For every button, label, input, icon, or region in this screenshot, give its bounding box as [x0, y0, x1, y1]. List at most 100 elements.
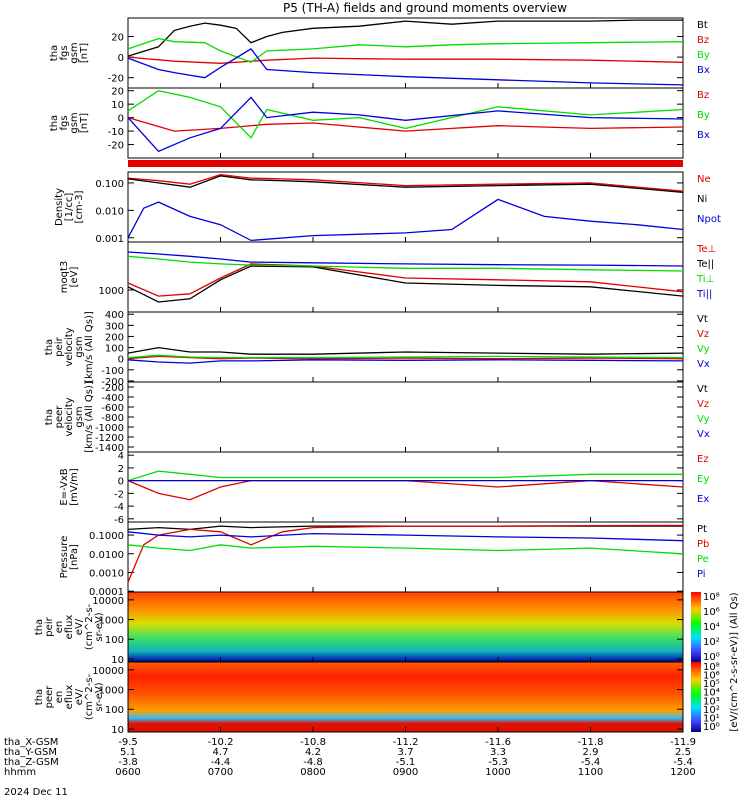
colorbar-tick-label: 10² — [703, 705, 720, 716]
y-axis-label-line: sr-eV) — [94, 682, 105, 711]
series-Ne — [127, 174, 684, 192]
series-Ti|| — [127, 251, 684, 267]
legend-Ey: Ey — [697, 474, 709, 485]
x-row-value: -5.4 — [581, 757, 601, 768]
x-row-value: -11.2 — [393, 737, 419, 748]
x-row-label: tha_X-GSM — [4, 737, 58, 748]
series-Npot — [127, 198, 684, 242]
colorbar-peir_eflux — [691, 592, 701, 662]
x-row-value: 3.3 — [490, 747, 506, 758]
x-row-value: -10.8 — [300, 737, 326, 748]
x-row-value: 1200 — [670, 767, 695, 778]
y-axis-label-line: [mV/m] — [69, 468, 80, 506]
legend-Pb: Pb — [697, 539, 709, 550]
x-row-value: 0900 — [393, 767, 418, 778]
colorbar-tick-label: 10⁴ — [703, 622, 720, 633]
y-axis-label-line: peer — [54, 405, 65, 429]
y-axis-label: thapeirvelocitygsm[km/s (All Qs)] — [44, 311, 95, 383]
y-axis-label-line: Density — [54, 188, 65, 226]
panel-fgs_gsm_detrended: 20 10 0 -10 -20 thafgsgsm[nT] Bz By Bx — [49, 87, 710, 159]
colorbar-tick-label: 10⁸ — [703, 592, 720, 603]
y-tick-label: 300 — [105, 321, 124, 332]
y-axis-label: thapeerenefluxeV/(cm^2-s-sr-eV) — [34, 673, 105, 720]
y-axis-label: moqt3[eV] — [59, 261, 80, 294]
legend-Vy: Vy — [697, 414, 710, 425]
x-row-value: 0700 — [208, 767, 233, 778]
y-axis-label-line: tha — [34, 689, 45, 705]
series-Bx — [127, 96, 684, 153]
y-tick-label: 100 — [105, 705, 124, 716]
y-tick-label: -1000 — [95, 423, 124, 434]
y-tick-label: -4 — [114, 502, 124, 513]
series-Pi — [127, 531, 684, 542]
y-tick-label: -1400 — [95, 443, 124, 454]
series-By — [127, 37, 684, 64]
y-tick-label: 0 — [118, 53, 124, 64]
y-tick-label: 0 — [118, 355, 124, 366]
y-axis-label-line: [cm-3] — [74, 190, 85, 223]
series-Bz — [127, 116, 684, 132]
x-row-value: -11.6 — [485, 737, 511, 748]
y-axis-label: Pressure[nPa] — [59, 536, 80, 579]
series-Vy — [127, 354, 684, 359]
series-Vt — [127, 346, 684, 355]
legend-Ex: Ex — [697, 494, 709, 505]
y-tick-label: -800 — [101, 413, 124, 424]
x-row-value: -4.4 — [211, 757, 231, 768]
x-row-value: 2.5 — [675, 747, 691, 758]
legend-Bx: Bx — [697, 130, 710, 141]
colorbar-tick-label: 10⁶ — [703, 607, 720, 618]
chart-title: P5 (TH-A) fields and ground moments over… — [283, 1, 567, 15]
series-Vx — [127, 359, 684, 364]
colorbar-peer_eflux — [691, 662, 701, 732]
x-row-value: 4.7 — [213, 747, 229, 758]
y-axis-label-line: E=-VxB — [59, 468, 70, 505]
y-axis-label: E=-VxB[mV/m] — [59, 468, 80, 506]
y-axis-label-line: eV/ — [74, 618, 85, 635]
y-tick-label: 0 — [118, 114, 124, 125]
colorbar-tick-label: 10⁶ — [703, 671, 720, 682]
heatmap-peer_eflux — [128, 662, 683, 732]
y-axis-label: Density[1/cc][cm-3] — [54, 188, 85, 226]
series-Ni — [127, 175, 684, 194]
y-axis-label: thafgsgsm[nT] — [49, 42, 90, 63]
series-Vz — [127, 355, 684, 360]
colorbar-tick-label: 10³ — [703, 696, 720, 707]
x-row-value: -11.8 — [578, 737, 604, 748]
colorbar-unit-label: [eV/(cm^2-s-sr-eV)] (All Qs) — [729, 592, 740, 731]
y-axis-label-line: velocity — [64, 327, 75, 366]
panel-efield: 4 2 0-2 -4 -6 E=-VxB[mV/m] Ez Ey Ex — [59, 451, 709, 526]
y-axis-label-line: fgs — [59, 45, 70, 60]
x-row-label: hhmm — [4, 767, 36, 778]
x-row-value: -5.3 — [488, 757, 508, 768]
series-Ey — [127, 470, 683, 482]
y-tick-label: -400 — [101, 393, 124, 404]
y-axis-label-line: [km/s (All Qs)] — [84, 311, 95, 383]
y-tick-label: -20 — [108, 141, 124, 152]
y-tick-label: 1000 — [99, 686, 124, 697]
y-tick-label: 10 — [111, 725, 124, 736]
y-axis-label-line: moqt3 — [59, 261, 70, 294]
legend-Te⊥: Te⊥ — [696, 244, 716, 255]
y-axis-label-line: en — [54, 621, 65, 634]
x-row-value: -9.5 — [118, 737, 138, 748]
panel-peer_velocity: -200-400-600-800-1000-1200-1400thapeerve… — [44, 381, 710, 454]
x-row-label: tha_Z-GSM — [4, 757, 59, 768]
y-axis-label-line: gsm — [74, 406, 85, 427]
y-axis-label-line: [eV] — [69, 267, 80, 288]
y-tick-label: 100 — [105, 635, 124, 646]
y-axis-label-line: fgs — [59, 115, 70, 130]
panel-temperature: 1000 moqt3[eV] Te⊥ Te|| Ti⊥ Ti|| — [59, 241, 716, 313]
y-axis-label-line: gsm — [69, 112, 80, 133]
colorbar-tick-label: 10¹ — [703, 713, 720, 724]
legend-Ne: Ne — [697, 174, 711, 185]
panel-density: 0.100 0.010 0.001 Density[1/cc][cm-3] Ne Ni Np… — [54, 171, 721, 245]
x-row-value: 0800 — [300, 767, 325, 778]
y-tick-label: 4 — [118, 451, 124, 462]
legend-Pt: Pt — [697, 524, 707, 535]
quality-flag-band — [128, 160, 683, 167]
y-tick-label: 100 — [105, 344, 124, 355]
y-axis-label-line: peir — [44, 616, 55, 636]
legend-Vx: Vx — [697, 359, 710, 370]
